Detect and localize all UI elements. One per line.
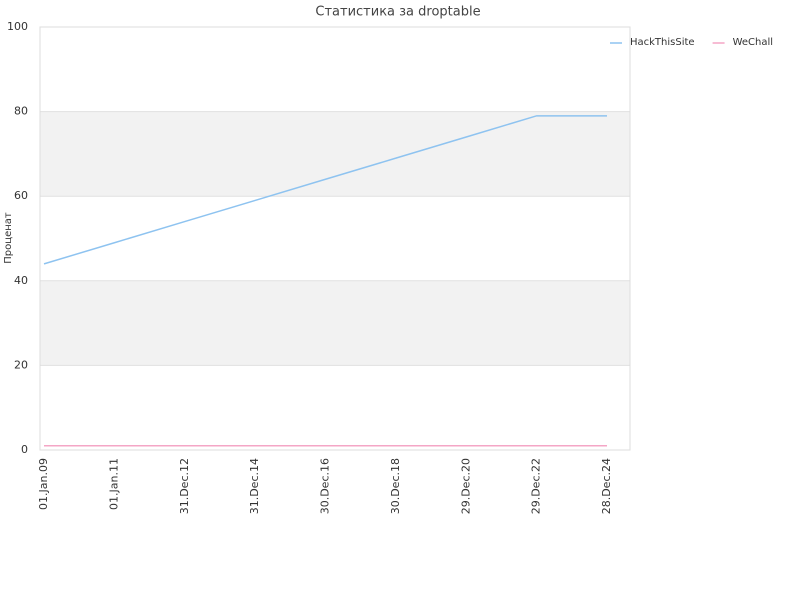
plot-border: [39, 26, 631, 451]
y-tick-label: 20: [14, 358, 28, 371]
legend-label: WeChall: [733, 37, 773, 48]
grid-band: [40, 280, 630, 366]
x-tick-label: 01.Jan.11: [107, 458, 120, 510]
chart-title: Статистика за droptable: [315, 5, 480, 20]
legend-label: HackThisSite: [630, 37, 695, 48]
x-tick-label: 28.Dec.24: [600, 458, 613, 514]
x-tick-label: 31.Dec.12: [178, 458, 191, 514]
x-tick-label: 31.Dec.14: [248, 458, 261, 514]
y-tick-label: 100: [7, 20, 28, 33]
x-tick-label: 29.Dec.20: [459, 458, 472, 514]
y-tick-label: 0: [21, 443, 28, 456]
y-tick-label: 60: [14, 189, 28, 202]
y-tick-label: 40: [14, 274, 28, 287]
y-axis-label: Проценат: [3, 212, 14, 264]
x-tick-label: 30.Dec.18: [389, 458, 402, 514]
x-tick-label: 30.Dec.16: [319, 458, 332, 514]
x-tick-label: 29.Dec.22: [530, 458, 543, 514]
grid-band: [40, 111, 630, 197]
x-tick-label: 01.Jan.09: [37, 458, 50, 510]
series-line: [43, 115, 607, 265]
y-tick-label: 80: [14, 105, 28, 118]
